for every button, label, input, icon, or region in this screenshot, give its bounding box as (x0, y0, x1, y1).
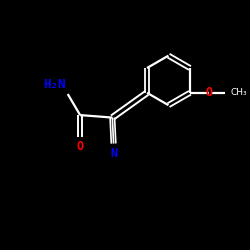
Text: CH₃: CH₃ (230, 88, 247, 97)
Text: H₂N: H₂N (43, 78, 65, 91)
Text: O: O (76, 140, 84, 153)
Text: N: N (110, 147, 117, 160)
Text: O: O (205, 86, 212, 99)
